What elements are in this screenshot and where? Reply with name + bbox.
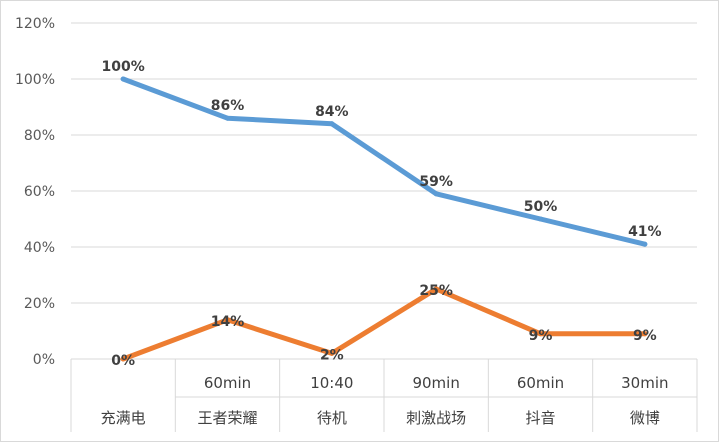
data-point (329, 350, 335, 356)
data-label: 0% (111, 353, 135, 369)
x-category-label: 刺激战场 (406, 409, 466, 427)
y-tick-label: 0% (33, 352, 55, 368)
x-category-sublabel: 30min (621, 374, 668, 392)
data-label: 25% (419, 283, 453, 299)
y-tick-label: 20% (24, 296, 55, 312)
data-point (538, 216, 543, 222)
y-tick-label: 60% (24, 184, 55, 200)
x-category-label: 充满电 (101, 409, 146, 427)
data-point (433, 286, 439, 292)
y-tick-label: 100% (15, 72, 55, 88)
data-point (120, 76, 126, 82)
x-category-sublabel: 90min (412, 374, 459, 392)
x-category-sublabel: 10:40 (310, 374, 353, 392)
data-point (225, 317, 230, 323)
x-category-label: 抖音 (525, 409, 555, 427)
data-point (329, 121, 335, 127)
data-point (642, 241, 648, 247)
data-label: 14% (211, 314, 245, 330)
x-category-sublabel: 60min (517, 374, 564, 392)
series-line-1 (120, 76, 648, 247)
data-label: 59% (419, 174, 453, 190)
data-label: 50% (524, 199, 558, 215)
data-label: 84% (315, 104, 349, 120)
data-point (433, 191, 439, 197)
data-label: 100% (102, 59, 145, 75)
x-category-label: 微博 (630, 409, 660, 427)
data-point (120, 356, 126, 362)
data-label: 41% (628, 224, 662, 240)
x-category-label: 王者荣耀 (197, 409, 257, 427)
data-point (225, 115, 230, 121)
y-tick-label: 80% (24, 128, 55, 144)
y-tick-label: 120% (15, 16, 55, 32)
y-tick-label: 40% (24, 240, 55, 256)
data-point (538, 331, 543, 337)
data-label: 9% (633, 328, 657, 344)
data-label: 2% (320, 347, 344, 363)
x-category-sublabel: 60min (204, 374, 251, 392)
x-category-label: 待机 (317, 409, 347, 427)
data-label: 86% (211, 98, 245, 114)
data-point (642, 331, 648, 337)
data-label: 9% (529, 328, 553, 344)
series-line-2 (120, 286, 648, 362)
